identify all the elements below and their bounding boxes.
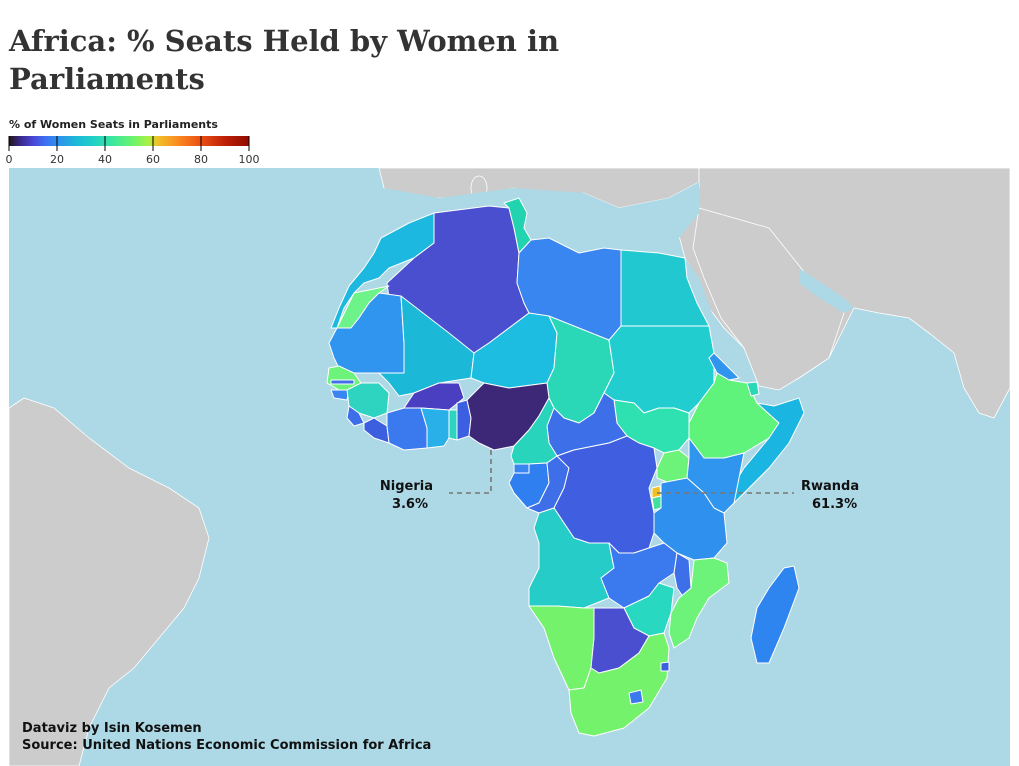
country-togo [448, 409, 458, 441]
country-somalia [728, 397, 805, 504]
page-title: Africa: % Seats Held by Women in Parliam… [9, 24, 560, 96]
legend-gradient-bar [9, 136, 249, 146]
legend-tick-label: 40 [98, 153, 112, 166]
country-south-africa [568, 632, 670, 737]
south-america-land [9, 397, 210, 766]
country-sudan [603, 325, 715, 414]
legend-tick-label: 80 [194, 153, 208, 166]
country-eq-guinea [513, 463, 530, 474]
africa-map: Nigeria 3.6% Rwanda 61.3% [9, 168, 1010, 766]
legend-tick-label: 60 [146, 153, 160, 166]
country-lesotho [628, 689, 644, 705]
legend-scale: 0 20 40 60 80 100 [6, 136, 260, 166]
country-gambia [330, 379, 355, 385]
country-eswatini [660, 661, 670, 672]
country-zambia [600, 542, 678, 609]
country-burundi [651, 495, 662, 511]
legend-tick-label: 100 [239, 153, 260, 166]
rwanda-value: 61.3% [812, 497, 857, 512]
map-area: Nigeria 3.6% Rwanda 61.3% [9, 168, 1010, 766]
source-credit: Source: United Nations Economic Commissi… [22, 738, 432, 753]
mediterranean-sea [384, 182, 699, 243]
color-legend: % of Women Seats in Parliaments [0, 118, 270, 168]
legend-title: % of Women Seats in Parliaments [9, 118, 218, 131]
author-credit: Dataviz by Isin Kosemen [22, 721, 202, 736]
legend-tick-label: 20 [50, 153, 64, 166]
rwanda-label: Rwanda [801, 479, 859, 494]
nigeria-label: Nigeria [380, 479, 433, 494]
callout-lines [449, 450, 794, 494]
credits: Dataviz by Isin Kosemen Source: United N… [22, 720, 431, 754]
country-sierra-leone [346, 405, 365, 427]
country-mali [378, 295, 475, 397]
africa-countries [326, 197, 805, 737]
seas [384, 182, 854, 383]
country-mozambique [668, 557, 730, 649]
country-guinea-bissau [330, 389, 350, 401]
persian-gulf [799, 268, 854, 313]
country-cote-divoire [386, 407, 428, 451]
other-land [9, 168, 1010, 766]
red-sea [685, 258, 754, 383]
country-djibouti [746, 381, 760, 397]
nigeria-value: 3.6% [392, 497, 428, 512]
legend-ticks: 0 20 40 60 80 100 [6, 136, 260, 166]
legend-tick-label: 0 [6, 153, 13, 166]
callout-labels: Nigeria 3.6% Rwanda 61.3% [380, 479, 859, 512]
country-madagascar [750, 565, 800, 664]
